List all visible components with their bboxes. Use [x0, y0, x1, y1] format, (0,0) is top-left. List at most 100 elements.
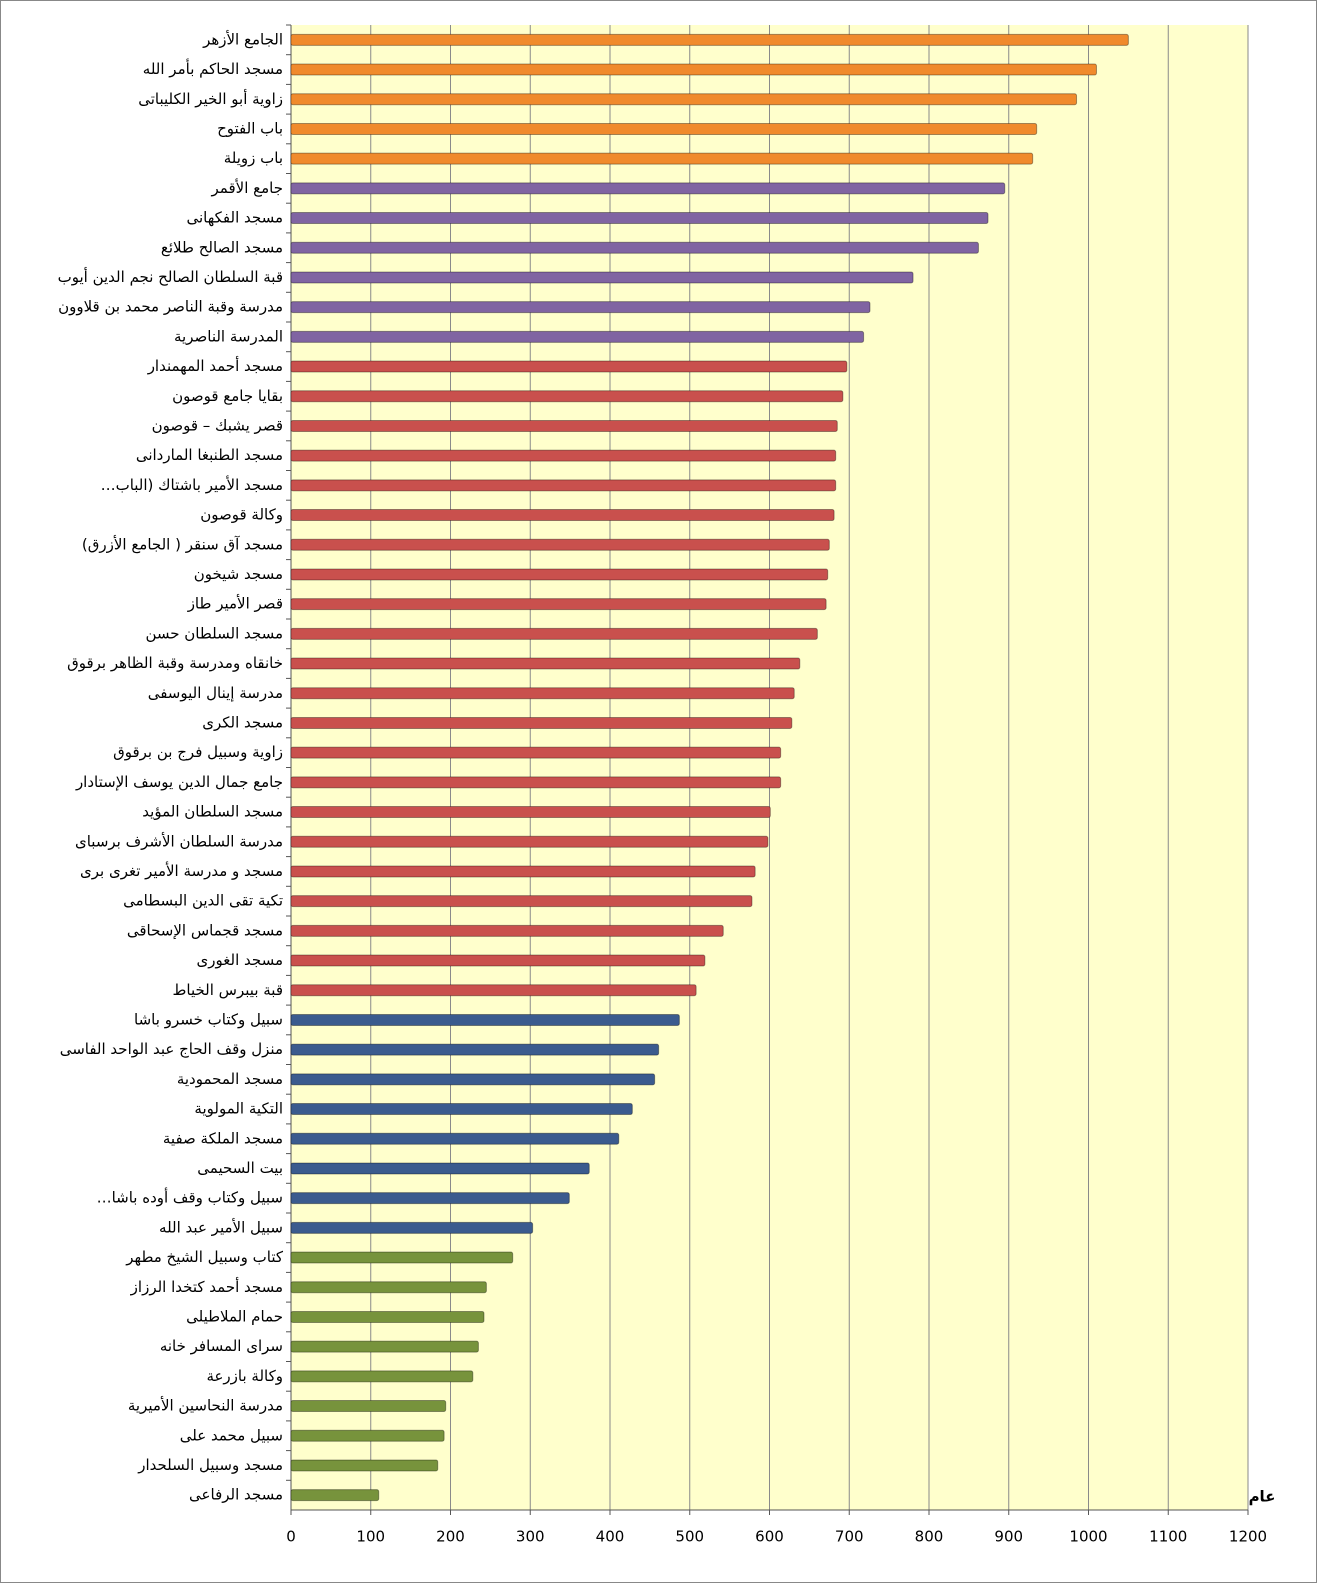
y-tick-label: سبيل وكتاب وقف أوده باشا…	[97, 1188, 283, 1207]
bar	[290, 538, 830, 551]
y-tick-label: مدرسة السلطان الأشرف برسباى	[75, 831, 283, 850]
bar	[290, 1013, 680, 1026]
y-tick-label: زاوية وسبيل فرج بن برقوق	[113, 743, 283, 762]
bar	[290, 806, 771, 819]
y-tick-label: كتاب وسبيل الشيخ مطهر	[125, 1248, 284, 1266]
y-tick-label: باب زويلة	[224, 149, 283, 167]
x-tick-label: 1000	[1069, 1528, 1107, 1546]
y-tick-label: الجامع الأزهر	[202, 29, 283, 48]
y-tick-label: وكالة قوصون	[200, 506, 283, 524]
y-tick-label: مسجد الطنبغا الماردانى	[136, 446, 283, 464]
y-tick-label: مسجد الفكهانى	[186, 209, 283, 227]
bar	[290, 212, 989, 225]
x-tick-label: 1200	[1229, 1528, 1267, 1546]
x-tick-label: 900	[994, 1528, 1023, 1546]
bar	[290, 1370, 474, 1383]
bar	[290, 687, 795, 700]
bar	[290, 1162, 590, 1175]
x-tick-label: 100	[356, 1528, 385, 1546]
bar	[290, 984, 697, 997]
x-axis-label: عام	[1249, 1488, 1276, 1506]
bar	[290, 776, 782, 789]
y-tick-label: مسجد أحمد كتخدا الرزاز	[130, 1277, 283, 1296]
x-tick-label: 300	[516, 1528, 545, 1546]
y-tick-label: مسجد وسبيل السلحدار	[137, 1456, 283, 1474]
bar	[290, 1132, 620, 1145]
bar	[290, 835, 769, 848]
bar	[290, 122, 1038, 135]
bar	[290, 182, 1006, 195]
bar	[290, 1192, 570, 1205]
y-tick-label: قبة السلطان الصالح نجم الدين أيوب	[58, 267, 283, 286]
y-tick-label: مسجد السلطان المؤيد	[142, 803, 283, 821]
bar	[290, 954, 706, 967]
bar	[290, 1429, 445, 1442]
y-tick-label: زاوية أبو الخير الكليباتى	[138, 89, 283, 108]
bar	[290, 1281, 487, 1294]
y-tick-label: مسجد المحمودية	[177, 1070, 283, 1088]
bar	[290, 152, 1034, 165]
y-tick-label: مسجد الحاكم بأمر الله	[143, 58, 283, 78]
y-tick-label: مسجد الأمير باشتاك (الباب…	[101, 475, 283, 494]
bar	[290, 1400, 447, 1413]
x-tick-label: 700	[835, 1528, 864, 1546]
bar	[290, 1459, 439, 1472]
x-tick-label: 600	[755, 1528, 784, 1546]
y-tick-label: مدرسة وقبة الناصر محمد بن قلاوون	[58, 298, 283, 316]
y-tick-label: مسجد الرفاعى	[189, 1486, 283, 1504]
x-tick-label: 400	[596, 1528, 625, 1546]
bar	[290, 568, 829, 581]
x-tick-label: 0	[286, 1528, 296, 1546]
bar	[290, 716, 793, 729]
bar	[290, 301, 871, 314]
y-tick-label: مسجد أحمد المهمندار	[147, 356, 283, 375]
y-tick-label: مدرسة النحاسين الأميرية	[128, 1396, 283, 1415]
bar	[290, 449, 837, 462]
bar	[290, 1073, 656, 1086]
y-tick-label: سبيل محمد على	[180, 1426, 283, 1444]
y-tick-label: مسجد الغورى	[197, 951, 283, 969]
y-tick-label: وكالة بازرعة	[206, 1367, 283, 1385]
y-tick-label: مسجد شيخون	[194, 565, 283, 583]
y-tick-label: بيت السحيمى	[197, 1159, 283, 1177]
y-tick-label: مسجد و مدرسة الأمير تغرى برى	[80, 861, 283, 880]
bar	[290, 360, 848, 373]
y-tick-label: مسجد آق سنقر ( الجامع الأزرق)	[82, 534, 283, 553]
bar	[290, 657, 801, 670]
bar	[290, 746, 782, 759]
y-tick-label: جامع الأقمر	[211, 178, 283, 197]
bar	[290, 865, 756, 878]
y-tick-label: بقايا جامع قوصون	[172, 387, 283, 405]
bar	[290, 419, 838, 432]
y-tick-label: سبيل الأمير عبد الله	[159, 1217, 283, 1236]
bar	[290, 1103, 633, 1116]
bar	[290, 1251, 514, 1264]
y-tick-label: قبة بيبرس الخياط	[173, 981, 283, 999]
bar	[290, 241, 979, 254]
y-tick-label: سبيل وكتاب خسرو باشا	[134, 1010, 283, 1028]
y-tick-label: مسجد السلطان حسن	[145, 624, 283, 642]
x-tick-label: 200	[436, 1528, 465, 1546]
x-tick-label: 800	[915, 1528, 944, 1546]
y-tick-label: مسجد الكرى	[202, 713, 283, 731]
y-tick-label: تكية تقى الدين البسطامى	[123, 892, 283, 910]
bar	[290, 330, 865, 343]
bar	[290, 63, 1097, 76]
bar	[290, 509, 835, 522]
bar	[290, 33, 1129, 46]
y-tick-label: مسجد الملكة صفية	[163, 1129, 283, 1147]
y-tick-label: مسجد الصالح طلائع	[161, 238, 283, 256]
y-tick-label: مدرسة إينال اليوسفى	[148, 684, 283, 702]
y-tick-label: باب الفتوح	[217, 119, 283, 137]
bar	[290, 1043, 660, 1056]
bar	[290, 1489, 380, 1502]
bar	[290, 598, 827, 611]
y-tick-label: حمام الملاطيلى	[186, 1307, 283, 1325]
bar	[290, 271, 914, 284]
y-tick-label: المدرسة الناصرية	[174, 327, 283, 345]
bar	[290, 895, 753, 908]
x-tick-label: 500	[675, 1528, 704, 1546]
bar	[290, 390, 844, 403]
